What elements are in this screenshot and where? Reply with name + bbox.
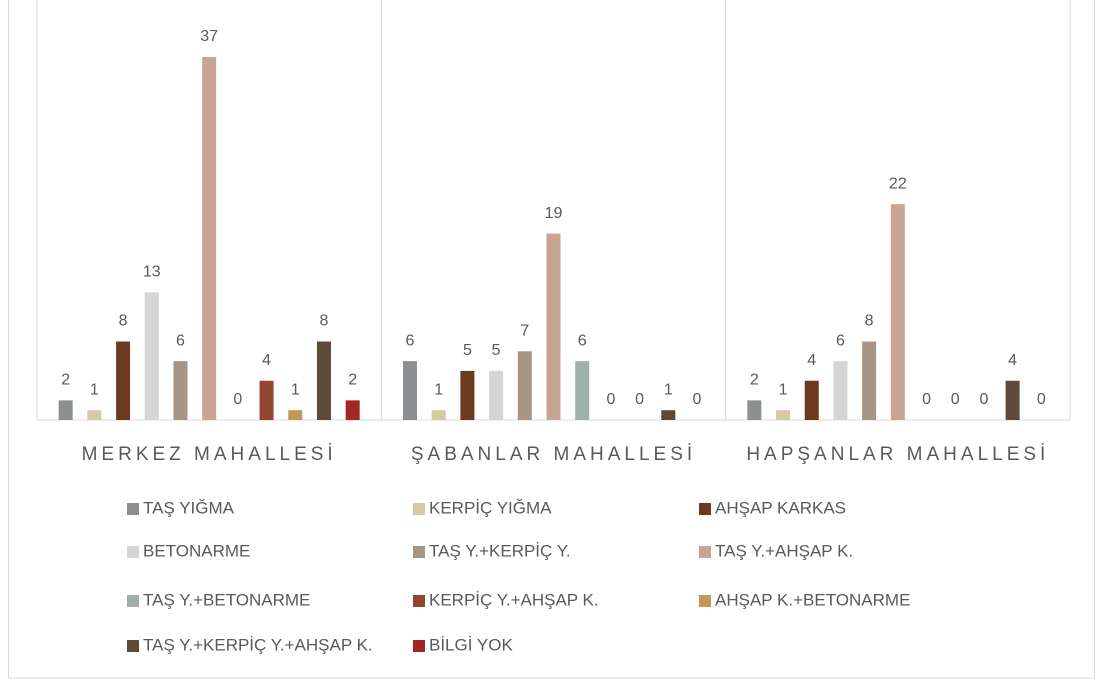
bar	[288, 410, 303, 420]
data-label: 2	[348, 372, 357, 389]
data-label: 37	[200, 28, 218, 45]
data-label: 0	[635, 391, 644, 408]
data-label: 1	[90, 381, 99, 398]
bar	[489, 370, 504, 420]
legend-swatch	[127, 640, 139, 652]
x-tick-label: MERKEZ MAHALLESİ	[82, 444, 337, 465]
data-label: 1	[779, 381, 788, 398]
data-label: 13	[143, 264, 161, 281]
data-label: 6	[578, 332, 587, 349]
data-label: 6	[406, 332, 415, 349]
legend-swatch	[127, 503, 139, 515]
data-label: 5	[463, 342, 472, 359]
bar	[173, 361, 188, 420]
data-label: 8	[119, 313, 128, 330]
bar	[1005, 380, 1020, 420]
x-tick-label: ŞABANLAR MAHALLESİ	[411, 444, 696, 465]
data-label: 0	[606, 391, 615, 408]
data-label: 2	[61, 372, 70, 389]
data-label: 5	[492, 342, 501, 359]
legend-swatch	[413, 640, 425, 652]
legend-label: TAŞ Y.+KERPİÇ Y.+AHŞAP K.	[143, 635, 373, 654]
data-label: 8	[865, 313, 874, 330]
bar	[804, 380, 819, 420]
data-label: 4	[262, 352, 271, 369]
legend-swatch	[699, 595, 711, 607]
data-label: 0	[1037, 391, 1046, 408]
legend-swatch	[127, 595, 139, 607]
bar	[546, 233, 561, 420]
bar	[144, 292, 159, 420]
bar	[202, 57, 217, 420]
bar	[58, 400, 73, 420]
legend-label: AHŞAP KARKAS	[715, 498, 846, 517]
legend-label: TAŞ YIĞMA	[143, 498, 235, 517]
legend-label: BETONARME	[143, 541, 250, 560]
legend-swatch	[127, 546, 139, 558]
legend-swatch	[413, 503, 425, 515]
legend-swatch	[699, 503, 711, 515]
chart-frame	[8, 0, 1095, 679]
bar	[862, 341, 877, 420]
data-label: 7	[520, 323, 529, 340]
data-label: 0	[951, 391, 960, 408]
bar	[661, 410, 676, 420]
data-label: 8	[320, 313, 329, 330]
data-label: 4	[1008, 352, 1017, 369]
legend-label: KERPİÇ Y.+AHŞAP K.	[429, 590, 599, 609]
bar	[833, 361, 848, 420]
legend-swatch	[413, 546, 425, 558]
bar	[345, 400, 360, 420]
bar	[776, 410, 791, 420]
bar	[460, 370, 475, 420]
data-label: 22	[889, 175, 907, 192]
legend-swatch	[413, 595, 425, 607]
data-label: 2	[750, 372, 759, 389]
bar	[87, 410, 102, 420]
data-label: 4	[807, 352, 816, 369]
bar	[517, 351, 532, 420]
data-label: 0	[922, 391, 931, 408]
bar	[747, 400, 762, 420]
bar	[116, 341, 131, 420]
legend-label: AHŞAP K.+BETONARME	[715, 590, 910, 609]
data-label: 1	[434, 381, 443, 398]
bar	[431, 410, 446, 420]
data-label: 1	[291, 381, 300, 398]
data-label: 6	[176, 332, 185, 349]
data-label: 0	[233, 391, 242, 408]
bar	[890, 204, 905, 420]
legend-label: KERPİÇ YIĞMA	[429, 498, 552, 517]
bar	[259, 380, 274, 420]
legend-label: TAŞ Y.+KERPİÇ Y.	[429, 541, 571, 560]
legend-label: TAŞ Y.+BETONARME	[143, 590, 310, 609]
bar	[316, 341, 331, 420]
bar	[403, 361, 417, 420]
x-tick-label: HAPŞANLAR MAHALLESİ	[746, 444, 1049, 465]
legend-swatch	[699, 546, 711, 558]
data-label: 0	[979, 391, 988, 408]
data-label: 6	[836, 332, 845, 349]
data-label: 19	[545, 205, 563, 222]
data-label: 1	[664, 381, 673, 398]
data-label: 0	[693, 391, 702, 408]
legend-label: BİLGİ YOK	[429, 635, 513, 654]
bar	[575, 361, 590, 420]
legend-label: TAŞ Y.+AHŞAP K.	[715, 541, 853, 560]
